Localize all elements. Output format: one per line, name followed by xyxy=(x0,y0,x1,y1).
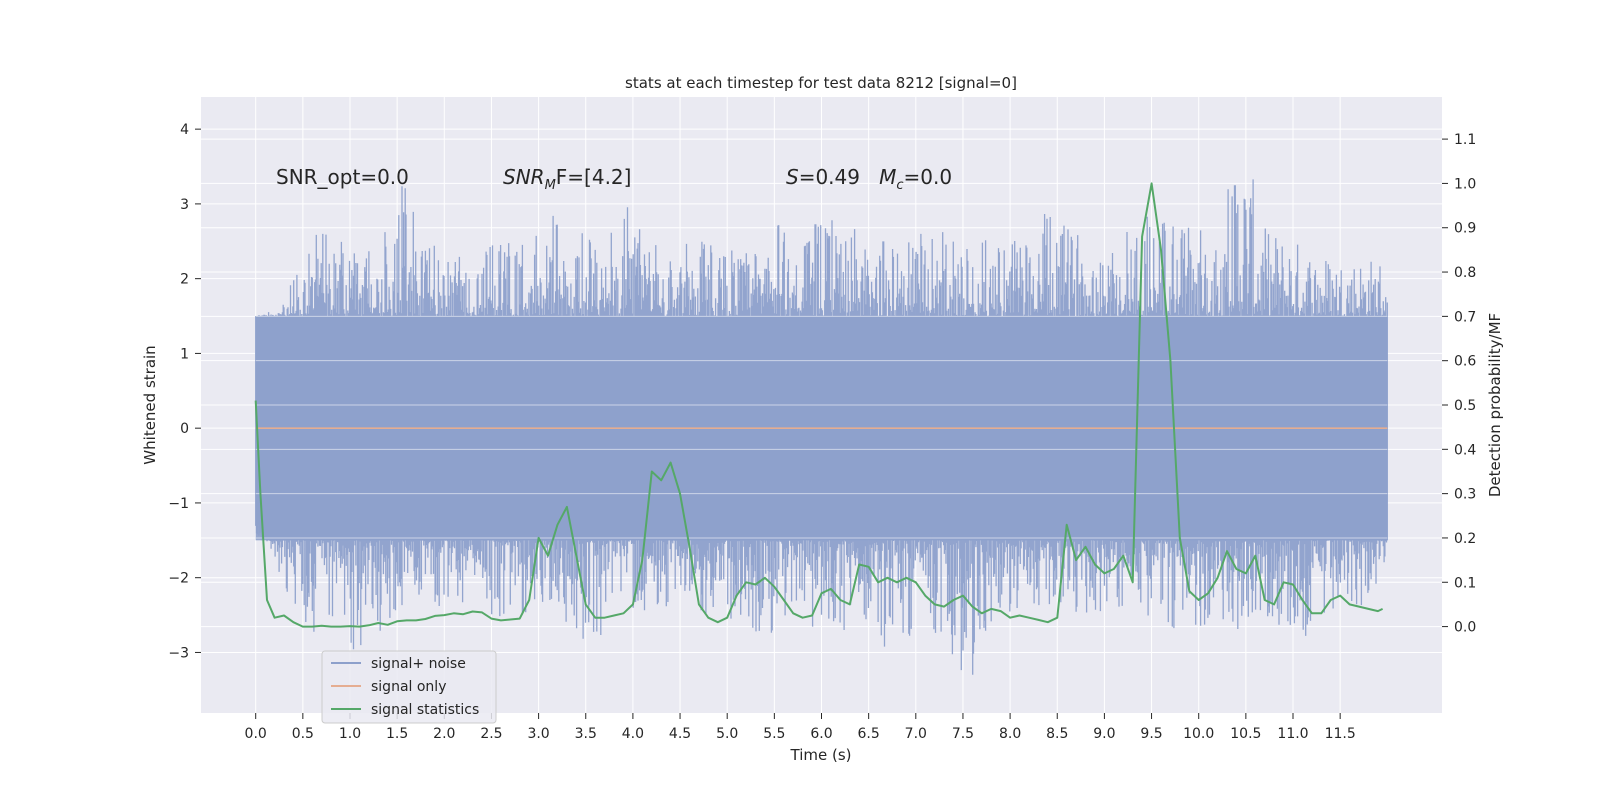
annotation-s-mc: S=0.49 Mc=0.0 xyxy=(786,165,952,193)
yr-tick-label-4: 0.4 xyxy=(1454,442,1476,458)
yr-tick-label-1: 0.1 xyxy=(1454,575,1476,591)
x-tick-label-19: 9.5 xyxy=(1140,726,1162,742)
yr-tick-label-2: 0.2 xyxy=(1454,531,1476,547)
yl-tick-label-1: −2 xyxy=(168,571,189,587)
x-tick-label-23: 11.5 xyxy=(1325,726,1356,742)
x-tick-label-15: 7.5 xyxy=(952,726,974,742)
x-tick-label-22: 11.0 xyxy=(1277,726,1308,742)
x-tick-label-20: 10.0 xyxy=(1183,726,1214,742)
x-tick-label-18: 9.0 xyxy=(1093,726,1115,742)
annotation-snr-opt: SNR_opt=0.0 xyxy=(276,165,409,189)
signal-statistics-line xyxy=(254,182,1384,628)
right-y-axis-ticks: 0.0 0.1 0.2 0.3 0.4 0.5 0.6 0.7 0.8 0.9 1.0 1.1 xyxy=(1442,132,1476,636)
yl-tick-label-0: −3 xyxy=(168,645,189,661)
x-tick-label-14: 7.0 xyxy=(905,726,927,742)
yr-tick-label-7: 0.7 xyxy=(1454,309,1476,325)
annotation-snr-mf-base: SNR xyxy=(503,165,545,189)
legend-label-stats: signal statistics xyxy=(371,702,479,718)
x-tick-label-3: 1.5 xyxy=(386,726,408,742)
signal-statistics-layer xyxy=(254,182,1384,628)
yr-tick-label-6: 0.6 xyxy=(1454,354,1476,370)
annotation-mc-rest: =0.0 xyxy=(904,165,953,189)
x-tick-label-1: 0.5 xyxy=(292,726,314,742)
x-tick-label-13: 6.5 xyxy=(858,726,880,742)
yl-tick-label-3: 0 xyxy=(180,421,189,437)
yl-tick-label-6: 3 xyxy=(180,197,189,213)
annotation-snr-mf-rest: F=[4.2] xyxy=(556,165,632,189)
yr-tick-label-8: 0.8 xyxy=(1454,265,1476,281)
x-tick-label-8: 4.0 xyxy=(622,726,644,742)
x-tick-label-16: 8.0 xyxy=(999,726,1021,742)
left-y-axis-ticks: −3 −2 −1 0 1 2 3 4 xyxy=(168,122,201,661)
right-y-axis-label: Detection probability/MF xyxy=(1486,313,1504,497)
legend-box xyxy=(321,650,497,724)
x-tick-label-21: 10.5 xyxy=(1230,726,1261,742)
left-y-axis-label: Whitened strain xyxy=(141,345,159,464)
x-axis-label: Time (s) xyxy=(790,746,852,764)
annotation-snr-mf-sub: M xyxy=(545,178,556,193)
yl-tick-label-2: −1 xyxy=(168,496,189,512)
yr-tick-label-5: 0.5 xyxy=(1454,398,1476,414)
chart-title: stats at each timestep for test data 821… xyxy=(625,74,1017,92)
x-tick-label-0: 0.0 xyxy=(245,726,267,742)
annotation-s-var: S xyxy=(786,165,799,189)
yr-tick-label-0: 0.0 xyxy=(1454,620,1476,636)
yr-tick-label-10: 1.0 xyxy=(1454,176,1476,192)
yr-tick-label-3: 0.3 xyxy=(1454,487,1476,503)
annotation-mc-sub: c xyxy=(896,178,903,193)
x-tick-label-6: 3.0 xyxy=(527,726,549,742)
x-tick-label-2: 1.0 xyxy=(339,726,361,742)
annotation-snr-mf: SNRMF=[4.2] xyxy=(503,165,631,193)
legend-label-noise: signal+ noise xyxy=(371,656,466,672)
x-tick-label-12: 6.0 xyxy=(810,726,832,742)
yl-tick-label-4: 1 xyxy=(180,346,189,362)
annotation-mc-var: M xyxy=(879,165,896,189)
x-tick-label-5: 2.5 xyxy=(480,726,502,742)
yr-tick-label-11: 1.1 xyxy=(1454,132,1476,148)
yl-tick-label-5: 2 xyxy=(180,272,189,288)
yr-tick-label-9: 0.9 xyxy=(1454,221,1476,237)
x-tick-label-9: 4.5 xyxy=(669,726,691,742)
x-tick-label-10: 5.0 xyxy=(716,726,738,742)
annotation-s-rest: =0.49 xyxy=(799,165,879,189)
x-tick-label-11: 5.5 xyxy=(763,726,785,742)
legend: signal+ noise signal only signal statist… xyxy=(321,650,497,724)
yl-tick-label-7: 4 xyxy=(180,122,189,138)
legend-label-signal: signal only xyxy=(371,679,446,695)
x-axis-ticks: 0.0 0.5 1.0 1.5 2.0 2.5 3.0 3.5 4.0 4.5 5.0 5.5 6.0 6… xyxy=(245,713,1356,742)
x-tick-label-4: 2.0 xyxy=(433,726,455,742)
x-tick-label-7: 3.5 xyxy=(575,726,597,742)
x-tick-label-17: 8.5 xyxy=(1046,726,1068,742)
